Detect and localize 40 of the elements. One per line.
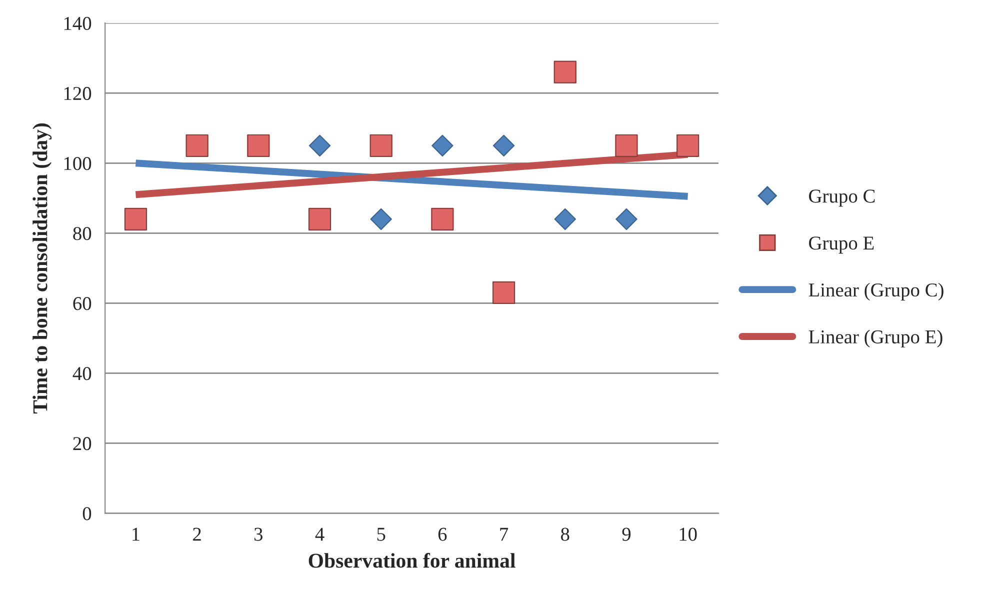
x-tick-label: 7 [500,528,508,541]
point [124,208,148,230]
x-tick-label: 10 [680,528,697,541]
x-tick-label: 5 [377,528,386,541]
y-tick-label: 120 [64,86,92,100]
y-tick-label: 80 [73,226,92,240]
x-tick-label: 3 [254,528,263,541]
point [186,134,208,157]
legend-label: Grupo C [809,190,875,207]
point [247,134,270,157]
y-tick-label: 20 [73,437,92,450]
point [492,134,515,156]
x-tick-label: 6 [438,528,447,541]
point [616,208,638,230]
y-tick-label: 60 [73,297,92,310]
y-tick-label: 0 [82,507,92,520]
legend-label: Linear (Grupo E) [808,330,942,348]
point [431,208,454,230]
legend-label: Grupo E [809,236,874,254]
x-tick-label: 8 [561,528,570,541]
y-tick-label: 100 [64,156,92,170]
x-tick-label: 4 [315,528,324,541]
point [554,60,576,84]
legend-label: Linear (Grupo C) [808,282,944,301]
point [615,134,638,157]
x-tick-label: 2 [193,528,201,541]
y-axis-title: Time to bone consolidation (day) [32,123,52,414]
x-tick-label: 1 [132,528,140,541]
y-tick-label: 40 [72,367,92,380]
y-tick-label: 140 [64,16,92,30]
point [432,134,454,156]
point [308,208,332,230]
point [370,208,392,230]
point [554,208,576,230]
x-tick-label: 9 [622,528,631,541]
point [492,281,516,304]
x-axis-title: Observation for animal [308,552,516,568]
point [370,134,392,157]
point [676,134,700,157]
point [308,134,331,156]
